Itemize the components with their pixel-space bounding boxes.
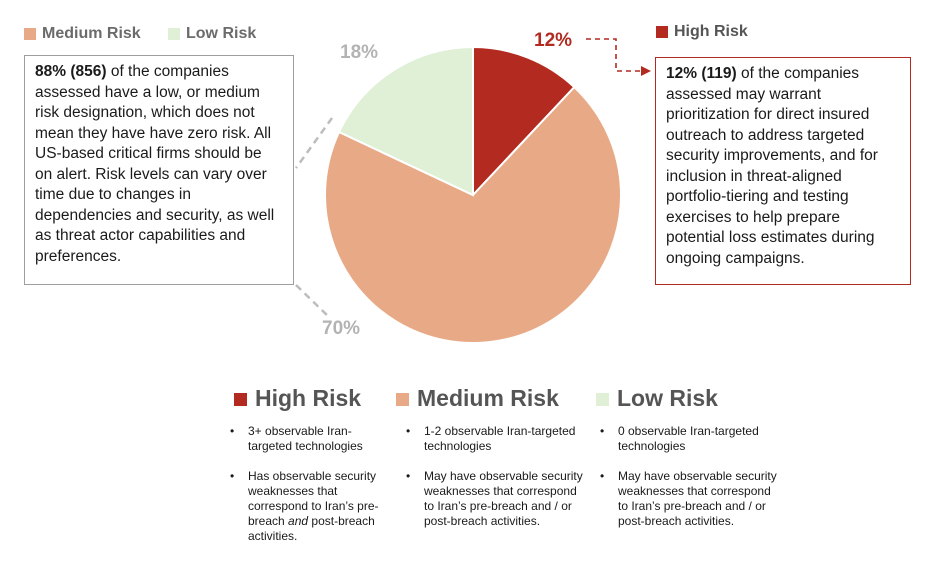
bottom-low-swatch [596,393,609,407]
medium-criteria-2: May have observable security weaknesses … [404,469,584,529]
medium-swatch [24,27,36,40]
pie-slice-low-risk [337,45,474,197]
low-swatch [168,27,180,40]
high-criteria-2-emphasis: and [288,514,309,528]
bottom-medium-swatch [396,393,409,407]
low-criteria-1-text: 0 observable Iran-targeted technologies [618,424,759,453]
high-connector-arrowhead [641,66,651,76]
low-connector [294,117,334,169]
high-risk-stat: 12% (119) [666,65,737,82]
high-connector [586,38,642,72]
legend-medium: Medium Risk [24,25,141,43]
high-criteria-2: Has observable security weaknesses that … [228,469,388,544]
bottom-medium-title: Medium Risk [417,385,559,411]
medium-pct-label: 70% [322,318,360,339]
bottom-legend-low: Low Risk [596,385,718,412]
bottom-high-title: High Risk [255,385,362,411]
legend-low-label: Low Risk [186,25,257,42]
low-criteria-1: 0 observable Iran-targeted technologies [598,424,778,454]
legend-low: Low Risk [168,25,256,43]
pie-slice-high-risk [472,45,576,198]
medium-criteria-2-text: May have observable security weaknesses … [424,469,583,528]
high-risk-description: of the companies assessed may warrant pr… [666,65,878,267]
high-criteria-1: 3+ observable Iran-targeted technologies [228,424,388,454]
low-criteria-2-text: May have observable security weaknesses … [618,469,777,528]
bottom-legend-medium: Medium Risk [396,385,559,412]
bottom-legend-high: High Risk [234,385,361,412]
low-medium-description: of the companies assessed have a low, or… [35,63,275,265]
medium-connector [295,284,331,319]
legend-high: High Risk [656,23,748,41]
high-risk-criteria: 3+ observable Iran-targeted technologies… [228,424,388,559]
medium-risk-criteria: 1-2 observable Iran-targeted technologie… [404,424,584,544]
high-pct-label: 12% [534,30,572,51]
low-medium-stat: 88% (856) [35,63,107,80]
medium-criteria-1: 1-2 observable Iran-targeted technologie… [404,424,584,454]
high-criteria-1-text: 3+ observable Iran-targeted technologies [248,424,363,453]
medium-criteria-1-text: 1-2 observable Iran-targeted technologie… [424,424,576,453]
high-risk-callout: 12% (119) of the companies assessed may … [655,57,911,285]
pie-slice-medium-risk [324,85,622,344]
legend-high-label: High Risk [674,23,748,40]
high-criteria-2-text: Has observable security weaknesses that … [248,469,379,528]
high-swatch [656,25,668,38]
high-criteria-2-end: post-breach activities. [248,514,375,543]
legend-medium-label: Medium Risk [42,25,141,42]
low-pct-label: 18% [340,42,378,63]
bottom-low-title: Low Risk [617,385,718,411]
low-medium-callout: 88% (856) of the companies assessed have… [24,55,294,285]
bottom-high-swatch [234,393,247,407]
low-risk-criteria: 0 observable Iran-targeted technologies … [598,424,778,544]
low-criteria-2: May have observable security weaknesses … [598,469,778,529]
